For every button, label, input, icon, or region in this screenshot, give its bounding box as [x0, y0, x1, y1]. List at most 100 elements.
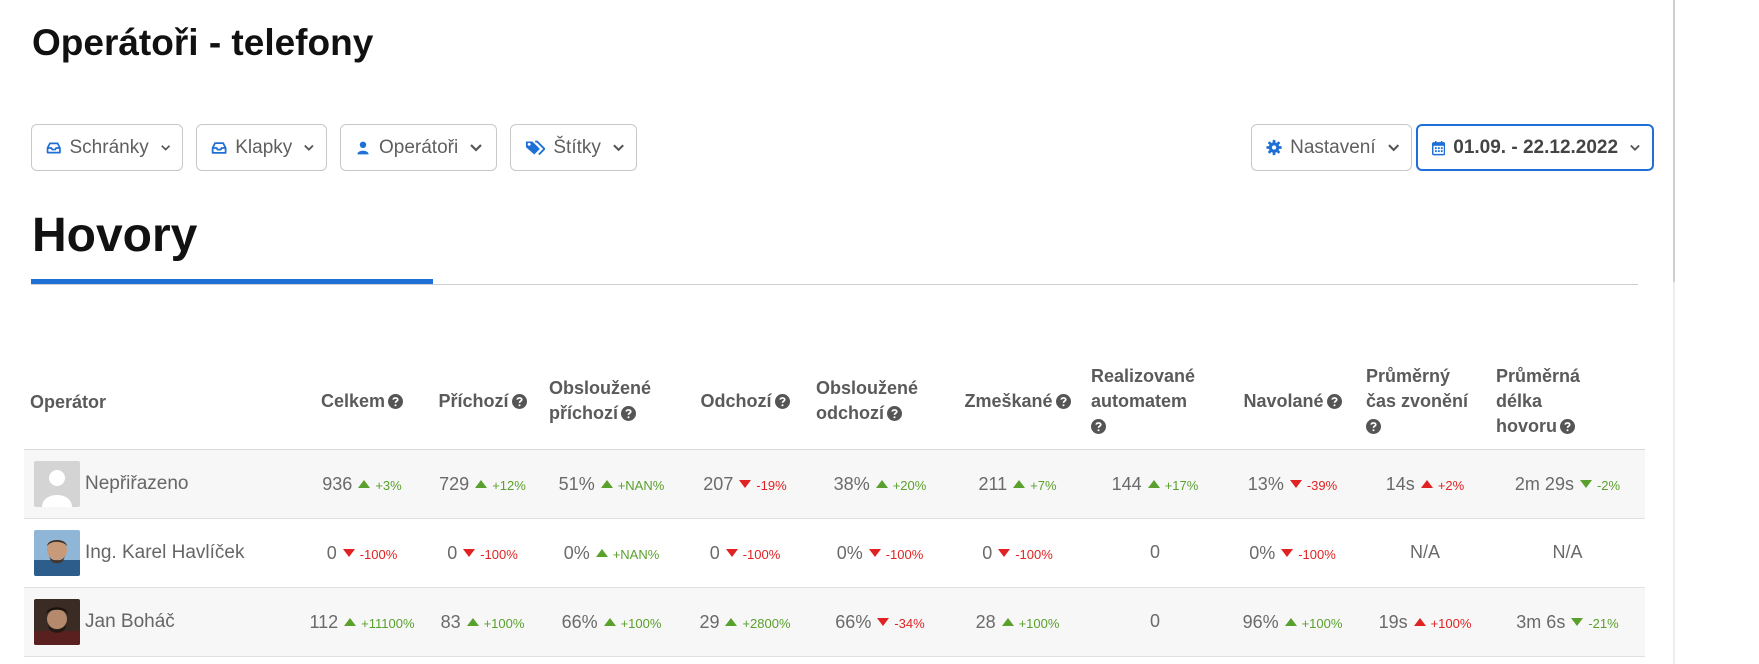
- trend-up-icon: [1013, 472, 1026, 493]
- col-dialed[interactable]: Navolané: [1225, 356, 1360, 450]
- calendar-icon: [1432, 140, 1446, 155]
- table-row[interactable]: Jan Boháč 112 +11100% 83 +100% 66% +100% 29 +280…: [24, 587, 1645, 657]
- inbox-icon: [211, 141, 227, 154]
- cell-value: 38%: [833, 474, 870, 494]
- mailboxes-dropdown[interactable]: Schránky: [31, 124, 183, 171]
- help-icon[interactable]: [511, 391, 527, 416]
- trend-percentage: -21%: [1588, 616, 1619, 631]
- trend-down-icon: [1289, 472, 1302, 493]
- trend-percentage: +20%: [892, 478, 927, 493]
- scrollbar-thumb[interactable]: [1673, 0, 1675, 282]
- cell-value: 729: [439, 474, 470, 494]
- operator-name[interactable]: Jan Boháč: [85, 610, 175, 632]
- cell-missed: 28 +100%: [950, 587, 1085, 657]
- col-avg-ring-time[interactable]: Průměrný čas zvonění: [1360, 356, 1490, 450]
- settings-dropdown[interactable]: Nastavení: [1251, 124, 1412, 171]
- trend-up-icon: [725, 610, 738, 631]
- cell-outgoing: 0 -100%: [680, 518, 810, 588]
- cell-value: 207: [703, 474, 734, 494]
- avatar: [34, 529, 80, 576]
- trend-percentage: +100%: [1018, 616, 1060, 631]
- cell-value: 0: [1149, 611, 1160, 631]
- trend-up-icon: [1001, 610, 1014, 631]
- table-header-row: Operátor Celkem Příchozí Obsloužené přích…: [24, 356, 1645, 450]
- help-icon[interactable]: [774, 391, 790, 416]
- help-icon[interactable]: [887, 403, 902, 428]
- inbox-icon: [46, 141, 61, 154]
- help-icon[interactable]: [621, 403, 637, 428]
- help-icon[interactable]: [1091, 416, 1106, 441]
- cell-value: 0%: [1249, 543, 1276, 563]
- trend-percentage: +100%: [620, 616, 662, 631]
- operator-name[interactable]: Ing. Karel Havlíček: [85, 541, 245, 563]
- help-icon[interactable]: [388, 391, 404, 416]
- col-incoming[interactable]: Příchozí: [422, 356, 543, 450]
- cell-avg-call-length: 3m 6s -21%: [1490, 587, 1645, 657]
- col-served-incoming[interactable]: Obsloužené příchozí: [543, 356, 680, 450]
- chevron-down-icon: [470, 143, 482, 152]
- scrollbar-track[interactable]: [1673, 0, 1675, 664]
- trend-percentage: -100%: [359, 547, 398, 562]
- table-row[interactable]: Nepřiřazeno 936 +3% 729 +12% 51% +NAN% 207 -19% 3…: [24, 449, 1645, 519]
- help-icon[interactable]: [1326, 391, 1342, 416]
- col-served-outgoing[interactable]: Obsloužené odchozí: [810, 356, 950, 450]
- trend-percentage: +7%: [1030, 478, 1057, 493]
- trend-down-icon: [342, 541, 355, 562]
- avatar: [34, 598, 80, 645]
- tab-calls-active[interactable]: [31, 279, 433, 284]
- extensions-dropdown[interactable]: Klapky: [196, 124, 327, 171]
- trend-percentage: +2%: [1437, 478, 1465, 493]
- cell-incoming: 729 +12%: [422, 449, 543, 519]
- cell-automated: 0: [1085, 587, 1225, 657]
- help-icon[interactable]: [1366, 416, 1381, 441]
- operators-label: Operátoři: [379, 136, 459, 158]
- cell-value: 0: [447, 543, 458, 563]
- cell-avg-call-length: N/A: [1490, 518, 1645, 588]
- cell-value: N/A: [1552, 542, 1583, 562]
- col-automated[interactable]: Realizované automatem: [1085, 356, 1225, 450]
- cell-served-outgoing: 38% +20%: [810, 449, 950, 519]
- cell-value: 0: [1149, 542, 1160, 562]
- trend-percentage: +100%: [1301, 616, 1343, 631]
- trend-percentage: -39%: [1306, 478, 1338, 493]
- trend-down-icon: [1571, 610, 1584, 631]
- date-range-picker[interactable]: 01.09. - 22.12.2022: [1416, 124, 1654, 171]
- help-icon[interactable]: [1055, 391, 1071, 416]
- trend-down-icon: [725, 541, 738, 562]
- trend-percentage: -34%: [894, 616, 925, 631]
- col-avg-call-length[interactable]: Průměrná délka hovoru: [1490, 356, 1645, 450]
- date-range-label: 01.09. - 22.12.2022: [1453, 136, 1619, 158]
- help-icon[interactable]: [1560, 416, 1575, 441]
- cell-value: 66%: [561, 612, 598, 632]
- trend-percentage: -100%: [742, 547, 781, 562]
- cell-automated: 0: [1085, 518, 1225, 588]
- trend-down-icon: [1579, 472, 1592, 493]
- col-outgoing[interactable]: Odchozí: [680, 356, 810, 450]
- extensions-label: Klapky: [235, 136, 293, 158]
- trend-up-icon: [875, 472, 888, 493]
- cell-avg-call-length: 2m 29s -2%: [1490, 449, 1645, 519]
- operators-dropdown[interactable]: Operátoři: [340, 124, 497, 171]
- trend-up-icon: [1147, 472, 1160, 493]
- chevron-down-icon: [160, 144, 170, 151]
- trend-down-icon: [463, 541, 476, 562]
- trend-percentage: +11100%: [361, 616, 415, 631]
- trend-percentage: +2800%: [742, 616, 791, 631]
- col-total[interactable]: Celkem: [302, 356, 422, 450]
- cell-operator: Nepřiřazeno: [24, 449, 302, 519]
- operators-calls-table: Operátor Celkem Příchozí Obsloužené přích…: [24, 356, 1645, 657]
- chevron-down-icon: [1387, 143, 1399, 151]
- col-missed[interactable]: Zmeškané: [950, 356, 1085, 450]
- col-operator[interactable]: Operátor: [24, 356, 302, 450]
- tags-dropdown[interactable]: Štítky: [510, 124, 637, 171]
- trend-percentage: -100%: [480, 547, 518, 562]
- trend-up-icon: [1420, 472, 1433, 493]
- trend-percentage: -100%: [1298, 547, 1336, 562]
- cell-value: 112: [309, 612, 339, 632]
- cell-value: 13%: [1247, 474, 1284, 494]
- cell-incoming: 83 +100%: [422, 587, 543, 657]
- trend-percentage: +100%: [1430, 616, 1472, 631]
- operator-name[interactable]: Nepřiřazeno: [85, 472, 189, 494]
- cell-value: 144: [1111, 474, 1142, 494]
- table-row[interactable]: Ing. Karel Havlíček 0 -100% 0 -100% 0% +NAN% 0 -…: [24, 518, 1645, 588]
